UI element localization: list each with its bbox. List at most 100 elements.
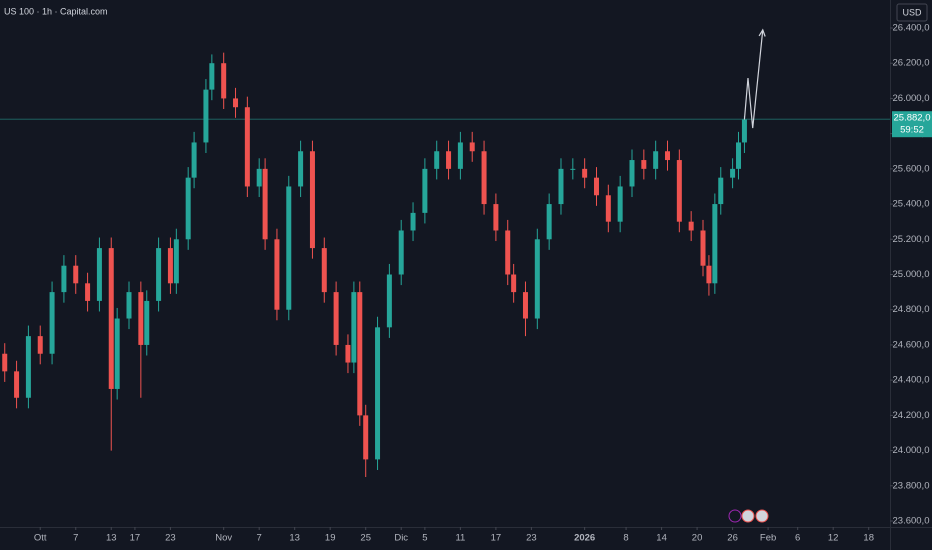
x-tick-label: 2026 <box>574 533 595 544</box>
x-tick-label: 7 <box>257 533 262 544</box>
candle-body <box>209 63 215 90</box>
x-tick-label: 5 <box>422 533 427 544</box>
x-tick-label: 23 <box>526 533 537 544</box>
candle-body <box>665 151 670 161</box>
candle-body <box>375 327 381 460</box>
y-tick-label: 25.600,0 <box>893 163 930 174</box>
candle-body <box>309 151 315 249</box>
candle-body <box>49 292 55 354</box>
x-tick-label: 23 <box>165 533 176 544</box>
countdown-label: 59:52 <box>900 125 924 136</box>
candle-body <box>96 248 102 301</box>
candle-body <box>173 239 179 284</box>
x-tick-label: 6 <box>795 533 800 544</box>
candle-body <box>244 107 250 187</box>
x-tick-label: 19 <box>325 533 336 544</box>
candle-body <box>298 151 304 187</box>
y-tick-label: 26.000,0 <box>893 93 930 104</box>
currency-label[interactable]: USD <box>902 7 922 17</box>
candle-body <box>363 415 369 460</box>
candle-body <box>410 212 416 231</box>
candle-body <box>741 119 747 143</box>
candle-body <box>262 168 268 240</box>
candle-body <box>351 292 357 363</box>
y-tick-label: 24.200,0 <box>893 410 930 421</box>
event-icon[interactable] <box>755 509 769 523</box>
candle-body <box>605 195 611 222</box>
candle-body <box>712 204 718 284</box>
candle-body <box>736 142 742 169</box>
candle-body <box>700 230 706 266</box>
currency-button[interactable] <box>896 3 928 22</box>
candle-body <box>167 248 173 284</box>
chart-title: US 100 · 1h · Capital.com <box>4 6 108 16</box>
x-tick-label: 14 <box>656 533 667 544</box>
candle-body <box>688 221 694 231</box>
last-price-box <box>892 111 932 138</box>
projection-path <box>743 29 764 129</box>
candle-body <box>434 151 440 169</box>
candle-body <box>345 344 351 363</box>
candle-body <box>2 353 8 372</box>
candle-body <box>593 177 599 196</box>
x-tick-label: 12 <box>828 533 839 544</box>
x-tick-label: 26 <box>727 533 738 544</box>
candle-body <box>85 283 91 301</box>
x-tick-label: Dic <box>394 533 408 544</box>
last-price-label: 25.882,0 <box>894 113 931 124</box>
candle-body <box>718 177 724 205</box>
x-tick-label: 13 <box>106 533 117 544</box>
y-tick-label: 24.600,0 <box>893 339 930 350</box>
candle-body <box>185 177 191 240</box>
candle-body <box>138 292 144 345</box>
y-tick-label: 23.600,0 <box>893 516 930 527</box>
candle-body <box>108 248 114 389</box>
candle-body <box>617 186 623 222</box>
candle-body <box>422 168 428 213</box>
candle-body <box>156 248 162 301</box>
candle-body <box>582 168 588 178</box>
candle-body <box>191 142 197 178</box>
candle-body <box>37 336 43 354</box>
x-tick-label: Ott <box>34 533 47 544</box>
candle-body <box>114 318 120 389</box>
candle-body <box>676 160 682 222</box>
candle-body <box>558 168 564 205</box>
candle-body <box>446 151 452 169</box>
x-tick-label: Feb <box>760 533 776 544</box>
candle-body <box>481 151 487 205</box>
candle-body <box>493 204 499 231</box>
candle-body <box>73 265 79 284</box>
candle-body <box>534 239 540 319</box>
x-tick-label: 11 <box>455 533 465 544</box>
candle-body <box>706 265 712 284</box>
x-tick-label: 13 <box>289 533 300 544</box>
y-tick-label: 26.200,0 <box>893 58 930 69</box>
candle-body <box>570 168 576 170</box>
candle-body <box>256 168 262 187</box>
event-icon[interactable] <box>728 509 742 523</box>
candle-body <box>653 151 659 169</box>
candle-body <box>469 142 475 152</box>
event-icon[interactable] <box>741 509 755 523</box>
candle-body <box>126 292 132 319</box>
candle-body <box>457 142 463 169</box>
y-tick-label: 25.200,0 <box>893 234 930 245</box>
x-tick-label: 17 <box>491 533 502 544</box>
x-tick-label: 18 <box>863 533 874 544</box>
candle-body <box>61 265 67 293</box>
candle-body <box>511 274 517 293</box>
candle-body <box>14 371 20 398</box>
candle-body <box>546 204 552 240</box>
y-tick-label: 24.000,0 <box>893 445 930 456</box>
plot-area <box>0 28 890 477</box>
x-tick-label: 20 <box>692 533 703 544</box>
x-tick-label: 25 <box>360 533 371 544</box>
candle-body <box>357 292 363 416</box>
candle-body <box>333 292 339 345</box>
x-tick-label: 17 <box>130 533 141 544</box>
y-tick-label: 24.400,0 <box>893 375 930 386</box>
